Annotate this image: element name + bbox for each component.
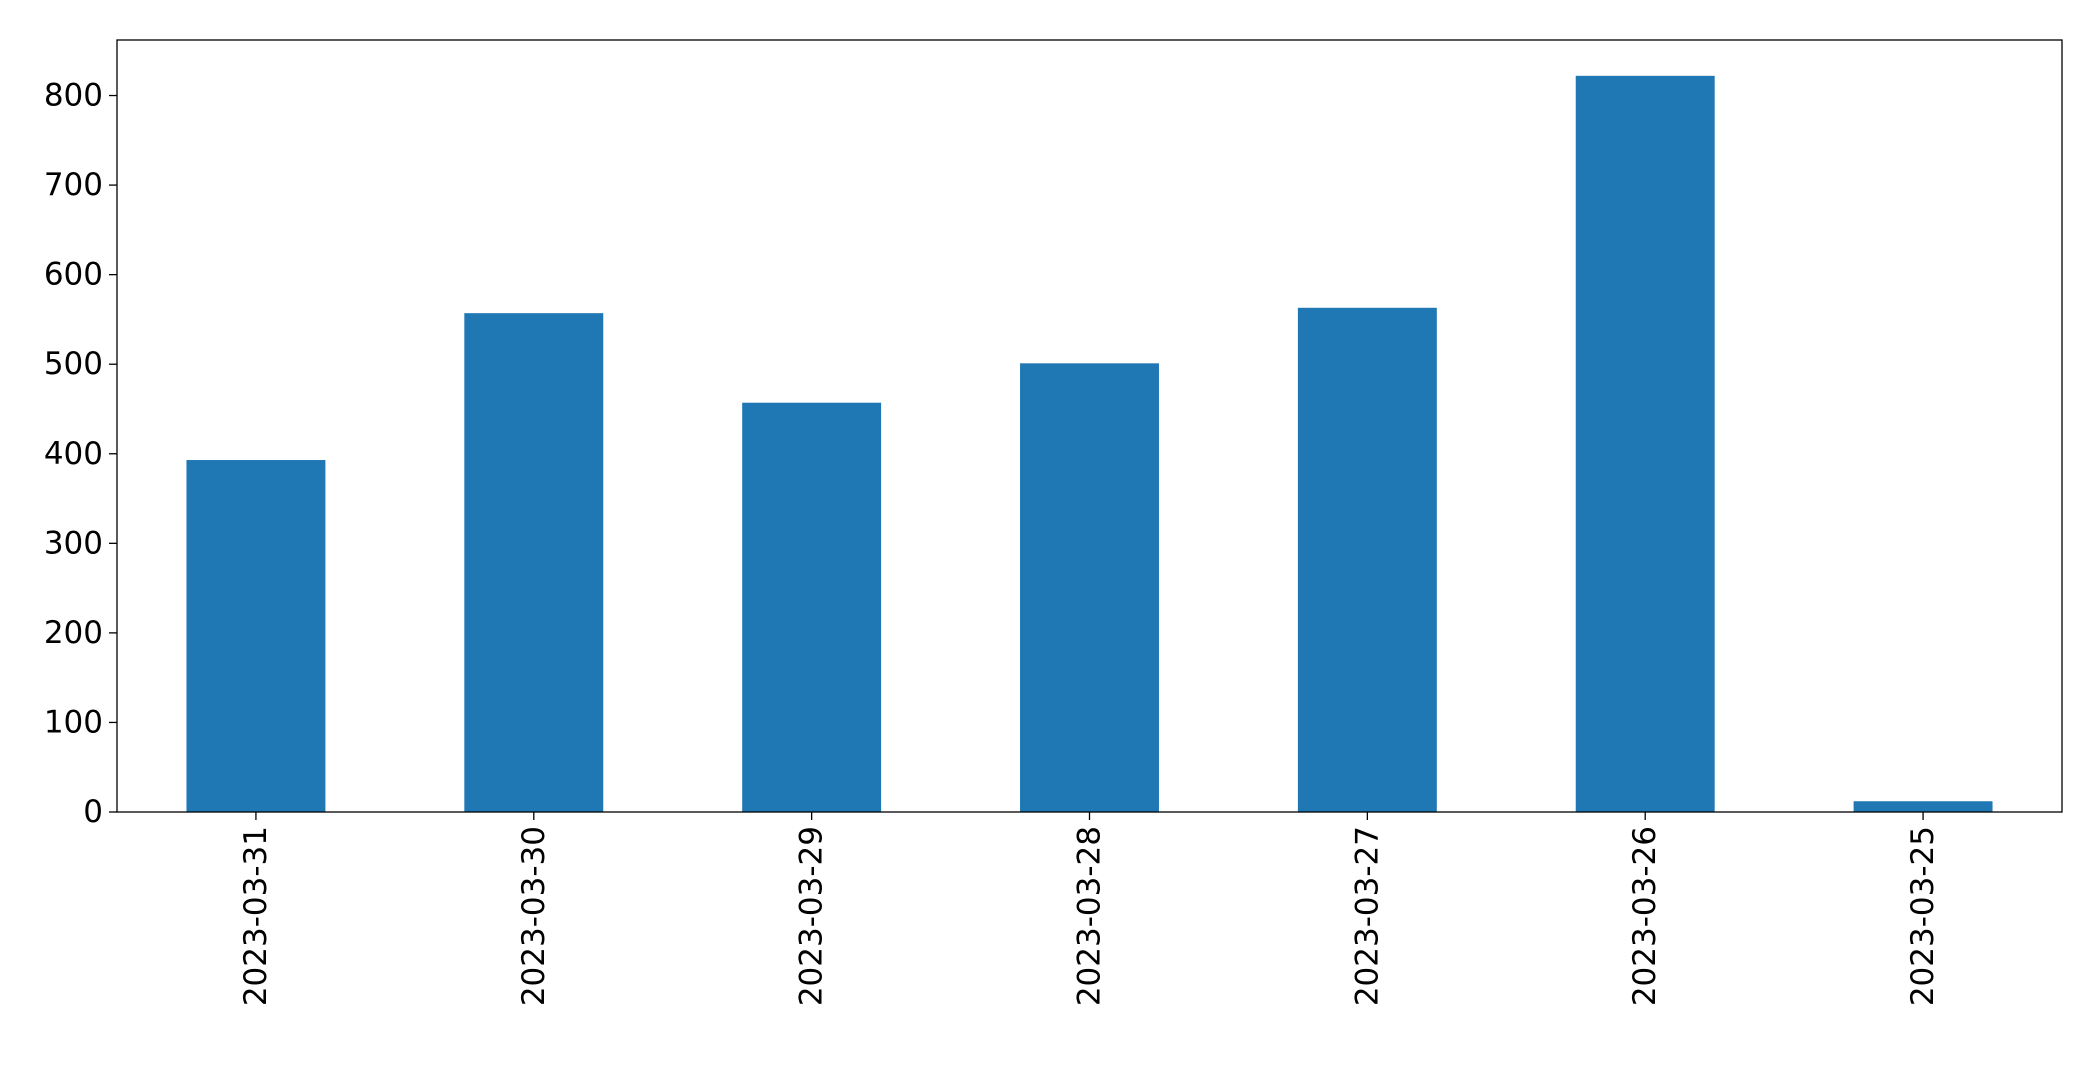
y-tick-label: 300	[44, 525, 103, 561]
bar-2023-03-25	[1853, 801, 1993, 812]
x-tick-label: 2023-03-25	[1905, 826, 1941, 1006]
y-tick-label: 0	[83, 794, 103, 830]
y-tick-label: 600	[44, 257, 103, 293]
x-axis: 2023-03-31 2023-03-30 2023-03-29 2023-03-28…	[238, 812, 1941, 1006]
y-tick-label: 700	[44, 167, 103, 203]
bar-2023-03-30	[464, 313, 604, 812]
y-tick-label: 800	[44, 78, 103, 114]
x-tick-label: 2023-03-26	[1627, 826, 1663, 1006]
x-tick-label: 2023-03-28	[1072, 826, 1108, 1006]
bars-layer	[186, 75, 1993, 812]
y-axis: 0 100 200 300 400 500 600 700 800	[44, 78, 117, 830]
x-tick-label: 2023-03-31	[238, 826, 274, 1006]
bar-2023-03-27	[1297, 307, 1437, 812]
bar-2023-03-29	[742, 402, 882, 812]
bar-2023-03-28	[1020, 363, 1159, 812]
y-tick-label: 200	[44, 615, 103, 651]
x-tick-label: 2023-03-27	[1349, 826, 1385, 1006]
x-tick-label: 2023-03-30	[516, 826, 552, 1006]
y-tick-label: 500	[44, 346, 103, 382]
x-tick-label: 2023-03-29	[794, 826, 830, 1006]
y-tick-label: 100	[44, 704, 103, 740]
bar-2023-03-31	[186, 460, 326, 812]
y-tick-label: 400	[44, 436, 103, 472]
bar-2023-03-26	[1575, 75, 1715, 812]
